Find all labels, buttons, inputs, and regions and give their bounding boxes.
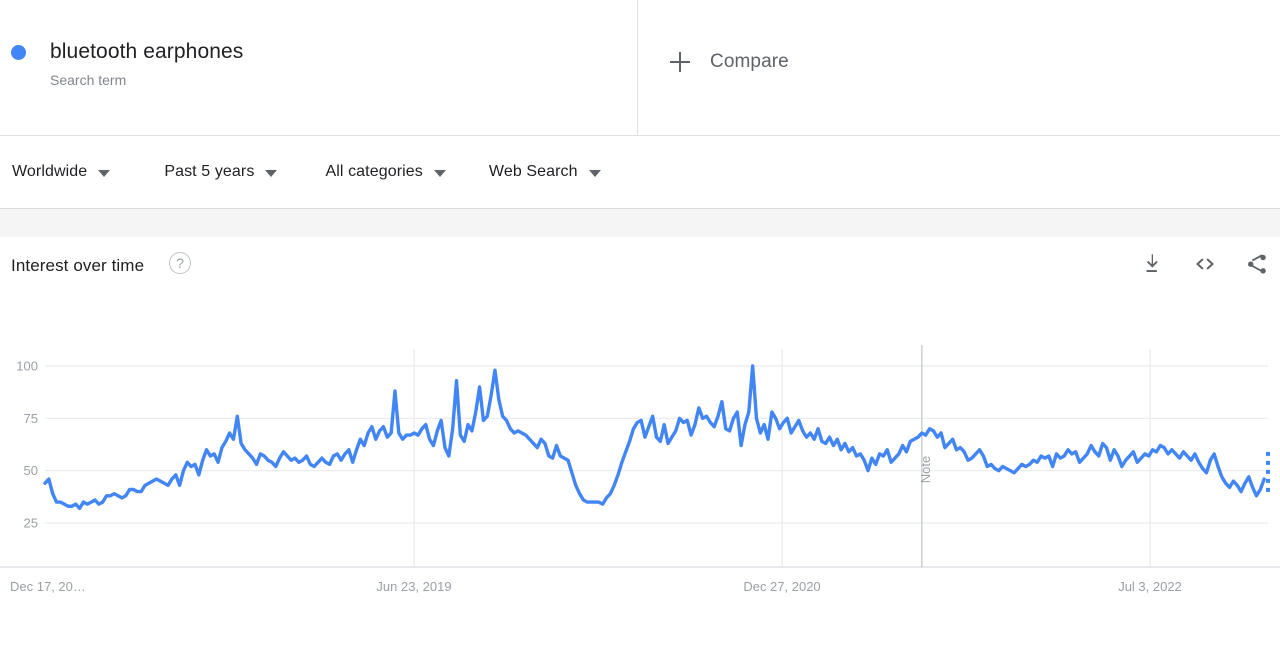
add-compare-button[interactable]: Compare	[668, 50, 789, 74]
term-bar: bluetooth earphones Search term Compare	[0, 0, 1280, 136]
filter-time-range[interactable]: Past 5 years	[164, 163, 278, 181]
card-actions	[1140, 251, 1270, 277]
search-term-title: bluetooth earphones	[50, 40, 244, 63]
search-term-subtitle: Search term	[50, 72, 127, 88]
svg-text:50: 50	[24, 463, 38, 478]
share-icon[interactable]	[1244, 251, 1270, 277]
series-color-dot	[11, 45, 26, 60]
filter-search-type-label: Web Search	[488, 163, 578, 180]
chart-x-axis-labels: Dec 17, 20… Jun 23, 2019 Dec 27, 2020 Jul 3…	[10, 579, 1182, 594]
chevron-down-icon	[98, 169, 111, 177]
plus-icon	[668, 50, 692, 74]
chevron-down-icon	[265, 169, 278, 177]
embed-icon[interactable]	[1192, 251, 1218, 277]
svg-text:Dec 27, 2020: Dec 27, 2020	[743, 579, 820, 594]
content-gap-band	[0, 209, 1280, 237]
chart-gridlines	[0, 349, 1280, 568]
filter-bar: Worldwide Past 5 years All categories We…	[0, 136, 1280, 209]
filter-time-range-label: Past 5 years	[164, 163, 255, 180]
card-header: Interest over time ?	[0, 237, 1280, 299]
svg-text:Note: Note	[918, 456, 933, 483]
svg-text:100: 100	[16, 359, 38, 374]
chart-series-line	[43, 364, 1251, 511]
svg-text:Jun 23, 2019: Jun 23, 2019	[376, 579, 451, 594]
filter-category-label: All categories	[325, 163, 423, 180]
filter-search-type[interactable]: Web Search	[489, 163, 601, 181]
download-icon[interactable]	[1140, 251, 1166, 277]
search-term-card[interactable]: bluetooth earphones Search term	[0, 0, 638, 135]
svg-text:Jul 3, 2022: Jul 3, 2022	[1118, 579, 1182, 594]
chart-note-annotation: Note	[918, 345, 933, 567]
chevron-down-icon	[588, 169, 601, 177]
filter-category[interactable]: All categories	[325, 163, 446, 181]
svg-text:25: 25	[24, 516, 38, 531]
svg-text:75: 75	[24, 411, 38, 426]
filter-location-label: Worldwide	[12, 163, 88, 180]
chart-series-line-partial	[1247, 475, 1266, 498]
chevron-down-icon	[433, 169, 446, 177]
interest-over-time-chart[interactable]: 25 50 75 100 Dec 17, 20… Jun 23, 2019 Dec 27,…	[0, 299, 1280, 666]
compare-label: Compare	[710, 51, 789, 72]
chart-y-axis-labels: 25 50 75 100	[16, 359, 38, 531]
interest-over-time-card: Interest over time ?	[0, 237, 1280, 666]
svg-text:Dec 17, 20…: Dec 17, 20…	[10, 579, 86, 594]
card-title: Interest over time	[11, 256, 145, 275]
filter-location[interactable]: Worldwide	[12, 163, 111, 181]
compare-cell: Compare	[638, 0, 1280, 135]
help-icon[interactable]: ?	[169, 252, 191, 274]
